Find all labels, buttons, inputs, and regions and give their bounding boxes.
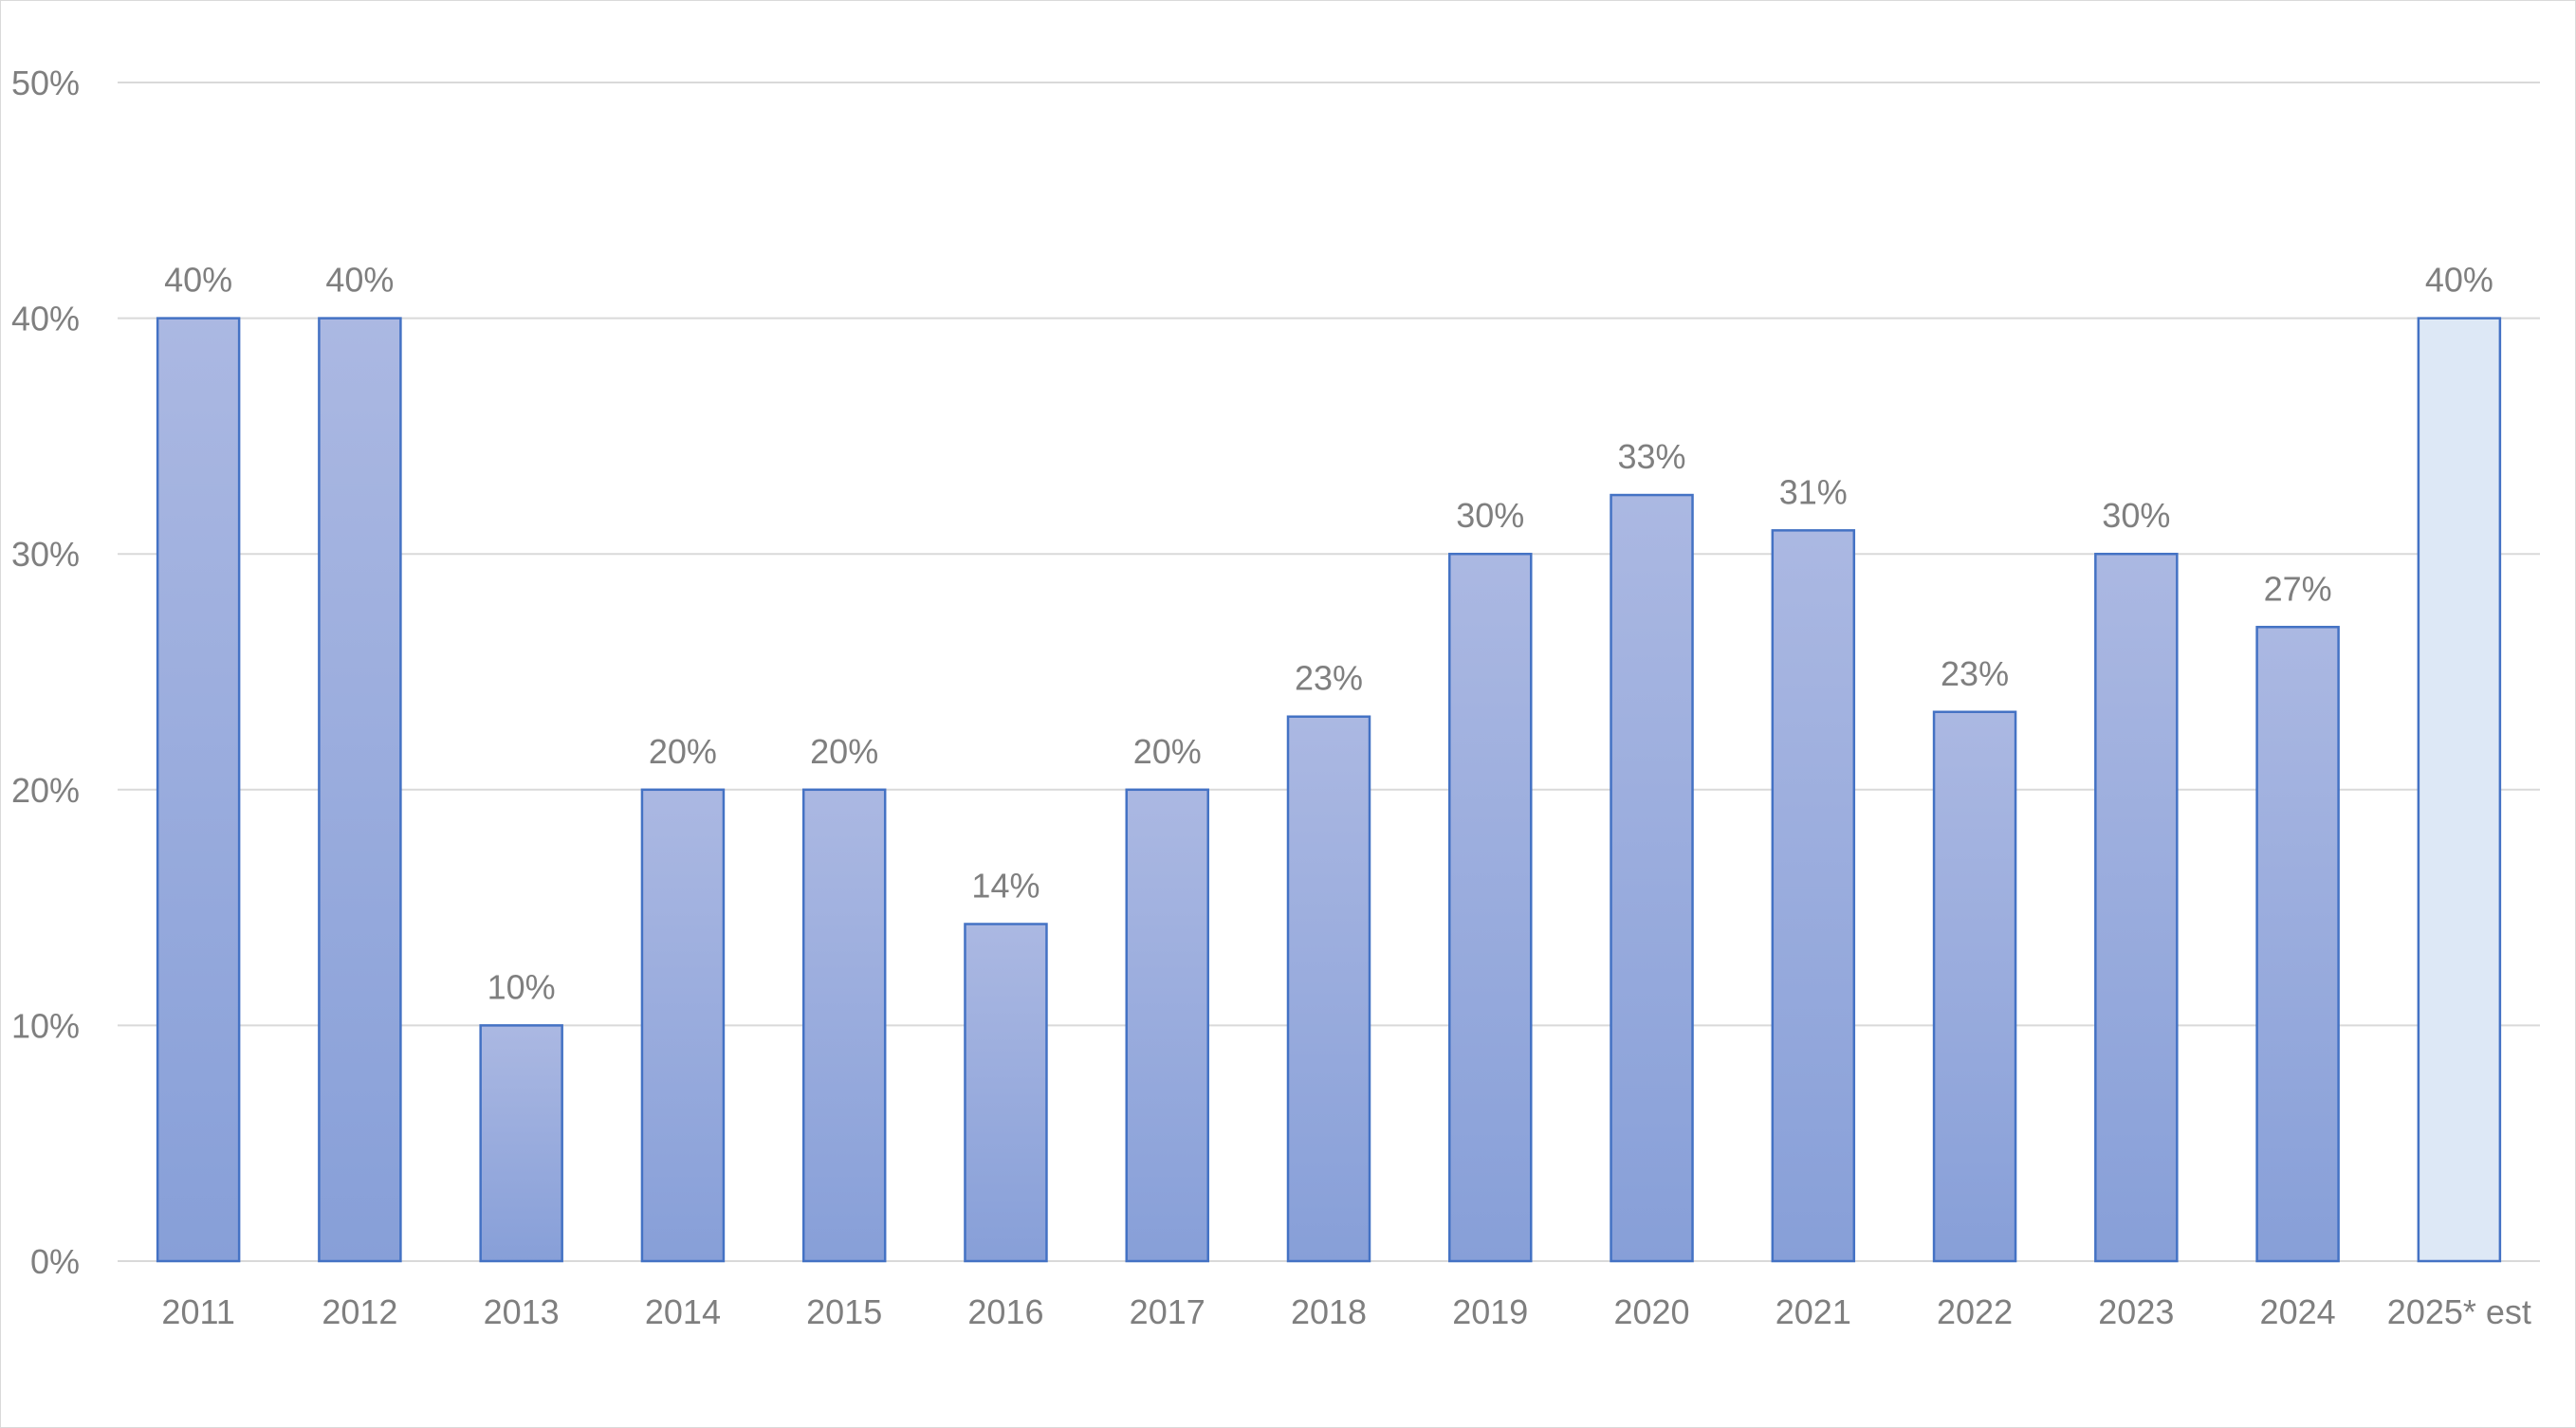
data-label: 27% [2264,569,2332,608]
data-label: 23% [1941,654,2009,693]
data-label: 20% [810,732,878,771]
data-label: 31% [1779,472,1848,511]
x-tick-label: 2025* est [2387,1292,2531,1331]
bar-2014 [640,788,726,1263]
y-tick-label: 0% [30,1242,80,1281]
bar-2022 [1932,710,2017,1263]
x-tick-label: 2016 [967,1292,1043,1331]
x-tick-label: 2024 [2260,1292,2336,1331]
data-label: 20% [649,732,717,771]
data-label: 33% [1618,437,1686,476]
y-tick-label: 50% [11,64,80,102]
x-tick-label: 2023 [2098,1292,2174,1331]
data-label: 20% [1133,732,1202,771]
x-tick-label: 2012 [322,1292,397,1331]
bar-2015 [801,788,887,1263]
bars [156,317,2502,1263]
x-tick-label: 2021 [1776,1292,1851,1331]
x-tick-label: 2013 [484,1292,560,1331]
y-tick-label: 40% [11,300,80,339]
x-tick-label: 2019 [1452,1292,1528,1331]
bar-2018 [1286,715,1371,1263]
bar-2017 [1125,788,1209,1263]
bar-2023 [2094,552,2179,1263]
bar-2019 [1448,552,1533,1263]
x-tick-label: 2015 [806,1292,882,1331]
data-label: 14% [971,867,1040,906]
y-axis-tick-labels: 0% 10% 20% 30% 40% 50% [11,64,80,1281]
x-tick-label: 2014 [645,1292,721,1331]
data-label: 40% [325,261,394,300]
x-tick-label: 2018 [1291,1292,1367,1331]
x-tick-label: 2011 [161,1292,234,1331]
bar-2021 [1771,529,1856,1263]
y-tick-label: 30% [11,535,80,574]
data-labels: 40% 40% 10% 20% 20% 14% 20% 23% 30% 33% 31% 23% 30% 2… [164,261,2493,1007]
x-axis-tick-labels: 2011 2012 2013 2014 2015 2016 2017 2018 2019 2020… [161,1292,2531,1331]
data-label: 40% [2425,261,2493,300]
data-label: 40% [164,261,232,300]
x-tick-label: 2017 [1130,1292,1205,1331]
data-label: 23% [1295,659,1363,698]
data-label: 30% [2102,496,2170,535]
bar-2011 [156,317,241,1263]
bar-2016 [964,923,1048,1263]
data-label: 30% [1456,496,1524,535]
bar-2013 [479,1024,563,1263]
bar-2012 [318,317,402,1263]
bar-2024 [2255,626,2340,1263]
bar-2025-est [2417,317,2502,1263]
y-tick-label: 20% [11,771,80,810]
x-tick-label: 2020 [1613,1292,1689,1331]
y-tick-label: 10% [11,1006,80,1045]
bar-2020 [1610,493,1694,1263]
data-label: 10% [488,967,556,1006]
x-tick-label: 2022 [1937,1292,2013,1331]
